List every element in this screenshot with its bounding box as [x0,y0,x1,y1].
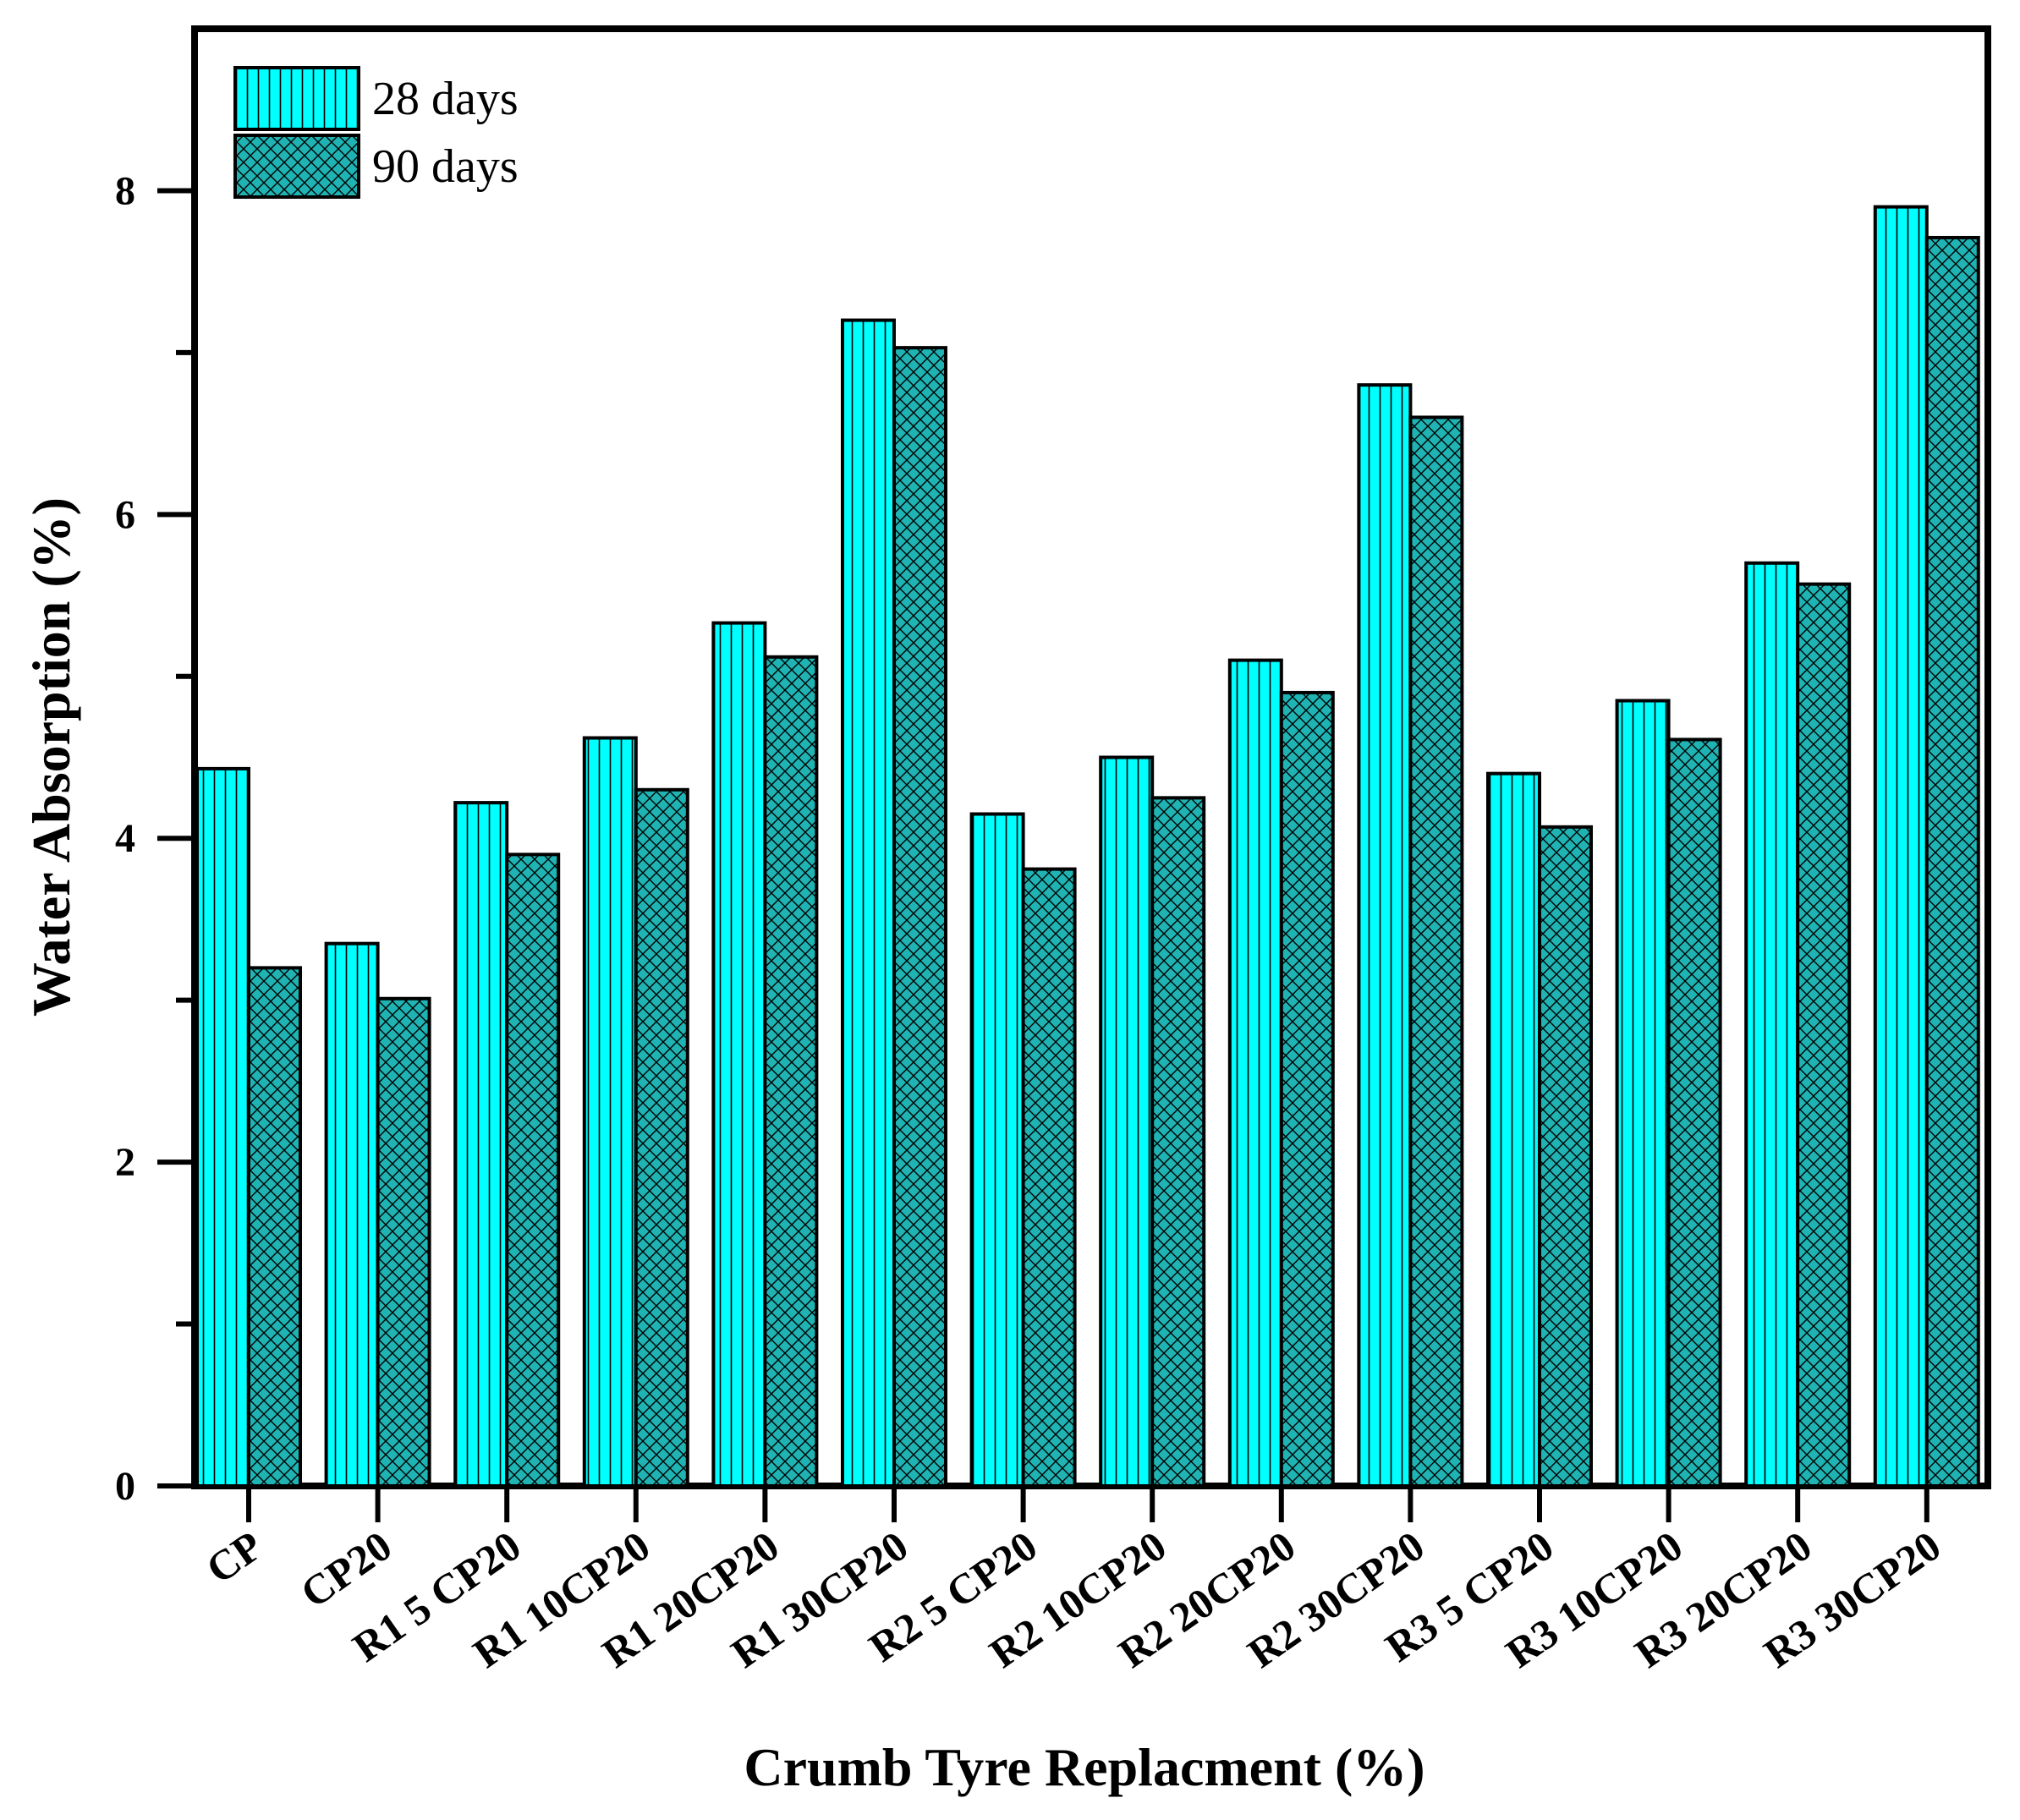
bar-28-days-13 [1873,205,1929,1488]
x-tick-label-1: CP20 [292,1521,400,1617]
bar-28-days-12 [1744,561,1800,1488]
bar-28-days-5 [841,318,896,1488]
legend-label-28-days: 28 days [372,73,519,125]
bar-28-days-11 [1615,699,1671,1488]
bar-90-days-9 [1408,415,1464,1488]
legend-swatch-28-days [233,66,360,131]
bar-90-days-4 [763,655,819,1488]
y-axis-title: Water Absorption (%) [21,497,81,1017]
legend: 28 days 90 days [233,66,519,199]
y-axis: 0 2 4 6 8 [115,168,195,1509]
bar-90-days-0 [247,966,302,1488]
bar-28-days-4 [711,621,767,1488]
bar-90-days-10 [1538,825,1593,1488]
bar-90-days-13 [1924,235,1980,1488]
y-tick-label-0: 0 [115,1464,135,1509]
bar-28-days-2 [453,801,509,1488]
bar-90-days-7 [1150,796,1206,1488]
bar-28-days-1 [324,941,380,1488]
bar-90-days-2 [505,852,561,1488]
y-tick-label-8: 8 [115,168,135,213]
bar-28-days-3 [582,736,638,1488]
bar-90-days-8 [1279,690,1335,1488]
legend-label-90-days: 90 days [372,140,519,193]
bar-90-days-5 [892,346,947,1488]
bar-28-days-0 [195,766,250,1488]
bar-90-days-1 [376,996,431,1488]
bar-90-days-6 [1021,867,1077,1488]
bar-28-days-8 [1227,658,1283,1488]
x-tick-label-0: CP [198,1521,272,1592]
bars-layer [195,205,1980,1488]
y-tick-label-2: 2 [115,1140,135,1185]
bar-28-days-6 [969,812,1025,1488]
bar-90-days-3 [634,787,689,1488]
x-axis-title: Crumb Tyre Replacment (%) [744,1737,1424,1797]
bar-28-days-10 [1486,771,1541,1488]
bar-90-days-12 [1796,582,1852,1488]
bar-28-days-7 [1099,755,1155,1488]
bar-90-days-11 [1666,737,1722,1488]
bar-28-days-9 [1357,383,1413,1488]
y-tick-label-4: 4 [115,816,135,861]
legend-swatch-90-days [233,134,360,199]
plot-frame [191,25,1991,1489]
y-tick-label-6: 6 [115,492,135,537]
